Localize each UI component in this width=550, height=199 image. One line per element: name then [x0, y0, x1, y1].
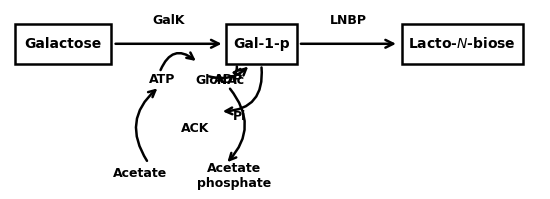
- FancyBboxPatch shape: [15, 24, 111, 64]
- Text: Galactose: Galactose: [25, 37, 102, 51]
- FancyBboxPatch shape: [402, 24, 522, 64]
- Text: Gal-1-p: Gal-1-p: [233, 37, 289, 51]
- Text: GlcNAc: GlcNAc: [195, 74, 245, 87]
- Text: Lacto-$N$-biose: Lacto-$N$-biose: [408, 36, 516, 51]
- Text: LNBP: LNBP: [330, 14, 367, 27]
- Text: ATP: ATP: [149, 73, 175, 86]
- Text: GalK: GalK: [152, 14, 185, 27]
- Text: Pi: Pi: [233, 110, 246, 123]
- Text: Acetate: Acetate: [113, 167, 167, 180]
- FancyBboxPatch shape: [226, 24, 297, 64]
- Text: Acetate
phosphate: Acetate phosphate: [197, 162, 271, 190]
- Text: ADP: ADP: [214, 73, 243, 86]
- Text: ACK: ACK: [181, 122, 210, 135]
